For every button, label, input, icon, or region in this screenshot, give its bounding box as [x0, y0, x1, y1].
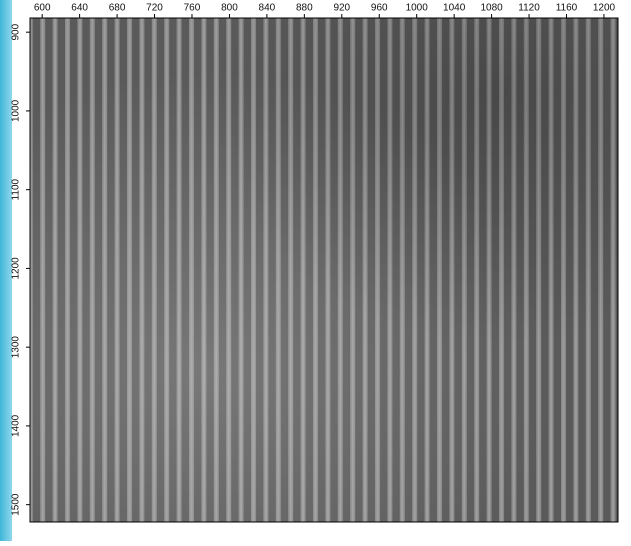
x-tick-label: 1120 [518, 3, 540, 14]
image-plot [30, 18, 618, 522]
y-tick-label: 900 [11, 23, 22, 40]
x-tick-label: 640 [71, 3, 88, 14]
x-tick-label: 880 [296, 3, 313, 14]
x-tick-label: 920 [333, 3, 350, 14]
x-tick-label: 1160 [556, 3, 578, 14]
x-tick-label: 760 [184, 3, 201, 14]
x-tick-label: 840 [259, 3, 276, 14]
x-tick-label: 960 [371, 3, 388, 14]
y-tick-label: 1400 [11, 414, 22, 437]
image-shade [30, 18, 618, 522]
x-tick-label: 1080 [480, 3, 503, 14]
y-tick-label: 1100 [11, 178, 22, 200]
screen: 600 640 680 720 760 800 840 880 920 960 1000 1040 10… [0, 0, 631, 541]
x-tick-label: 720 [146, 3, 163, 14]
x-tick-label: 680 [109, 3, 126, 14]
x-tick-label: 600 [34, 3, 51, 14]
y-tick-label: 1200 [11, 257, 22, 280]
y-tick-label: 1500 [11, 493, 22, 516]
x-tick-label: 800 [221, 3, 238, 14]
x-tick-label: 1040 [443, 3, 466, 14]
x-tick-label: 1200 [593, 3, 616, 14]
x-tick-label: 1000 [406, 3, 429, 14]
y-tick-label: 1000 [11, 99, 22, 122]
y-tick-label: 1300 [11, 336, 22, 359]
